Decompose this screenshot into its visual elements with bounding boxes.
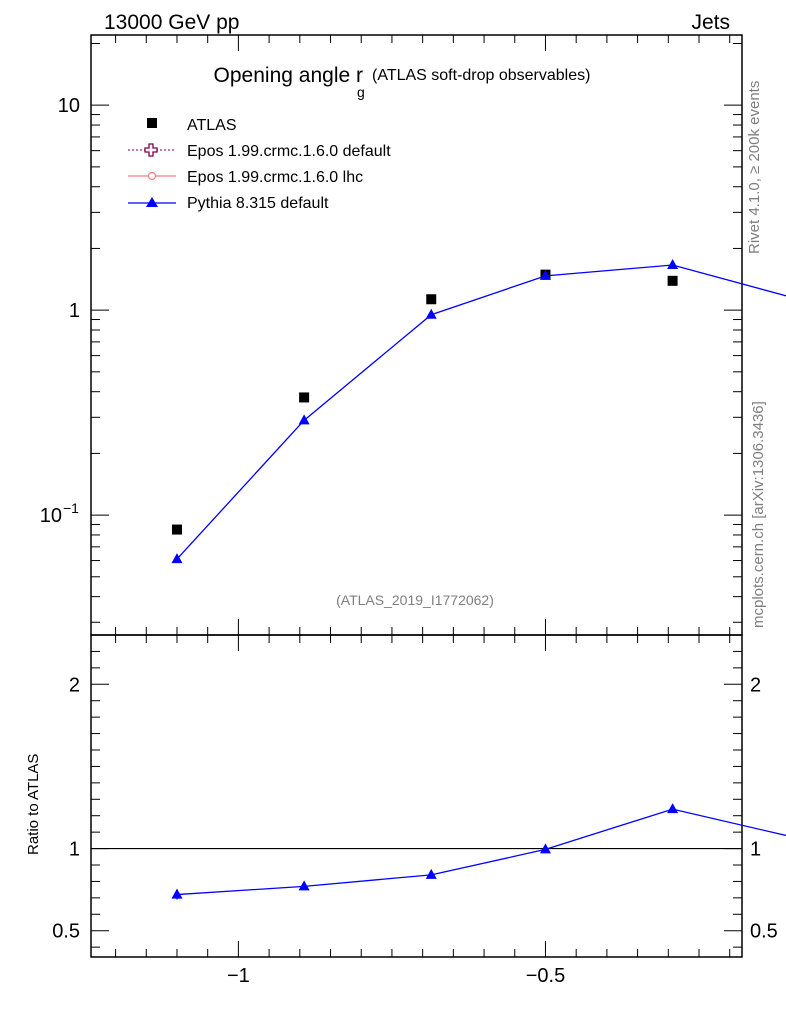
ratio-y-tick-label-right: 1 — [750, 839, 761, 861]
legend-label-epos-default: Epos 1.99.crmc.1.6.0 default — [187, 143, 391, 160]
axis-ticks — [91, 35, 742, 957]
pythia-data-point — [171, 553, 183, 564]
main-series — [171, 259, 786, 564]
y-tick-exponent: −1 — [63, 500, 79, 516]
y-tick-label: 10 — [58, 95, 80, 117]
rivet-label: Rivet 4.1.0, ≥ 200k events — [746, 81, 763, 254]
ratio-plot-frame — [90, 634, 743, 958]
header-left: 13000 GeV pp — [104, 11, 239, 34]
x-tick-label: −1 — [227, 965, 250, 987]
ratio-data-point — [171, 888, 183, 899]
pythia-data-point — [667, 259, 679, 270]
legend-label-atlas: ATLAS — [187, 117, 237, 134]
atlas-data-point — [667, 275, 678, 286]
title-subscript: g — [357, 84, 365, 100]
legend-label-epos-lhc: Epos 1.99.crmc.1.6.0 lhc — [187, 169, 363, 186]
mcplots-label: mcplots.cern.ch [arXiv:1306.3436] — [750, 401, 767, 628]
ratio-data-point — [425, 868, 437, 879]
atlas-data-point — [426, 294, 437, 305]
ratio-data-point — [667, 803, 679, 814]
pythia-data-point — [539, 269, 551, 280]
legend-marker-epos-lhc — [147, 171, 157, 181]
y-tick-label: 10 — [40, 505, 62, 527]
chart-title: Opening angle r — [214, 64, 363, 87]
ratio-y-tick-label: 0.5 — [52, 921, 80, 943]
ratio-y-tick-label: 1 — [69, 839, 80, 861]
y-tick-label: 1 — [69, 300, 80, 322]
pythia-line — [176, 264, 786, 560]
ratio-series — [91, 803, 786, 900]
legend-marker-atlas — [147, 118, 157, 128]
pythia-data-point — [425, 308, 437, 319]
legend-marker-epos-default — [144, 143, 158, 157]
header-right: Jets — [691, 11, 730, 34]
legend-label-pythia: Pythia 8.315 default — [187, 195, 329, 212]
ratio-y-tick-label-right: 0.5 — [750, 921, 778, 943]
ratio-data-point — [298, 880, 310, 891]
atlas-data-point — [299, 392, 310, 403]
ratio-y-tick-label-right: 2 — [750, 674, 761, 696]
title-main: Opening angle r — [214, 64, 363, 87]
ratio-data-point — [539, 843, 551, 854]
legend-marker-pythia — [146, 197, 158, 207]
x-tick-label: −0.5 — [526, 965, 565, 987]
analysis-tag: (ATLAS_2019_I1772062) — [336, 592, 494, 608]
title-suffix: (ATLAS soft-drop observables) — [372, 67, 590, 84]
ratio-y-tick-label: 2 — [69, 674, 80, 696]
pythia-data-point — [298, 414, 310, 425]
atlas-data-point — [171, 524, 182, 535]
ratio-line — [176, 808, 786, 896]
legend: ATLAS Epos 1.99.crmc.1.6.0 default Epos … — [128, 117, 391, 212]
ratio-ylabel: Ratio to ATLAS — [25, 754, 42, 855]
